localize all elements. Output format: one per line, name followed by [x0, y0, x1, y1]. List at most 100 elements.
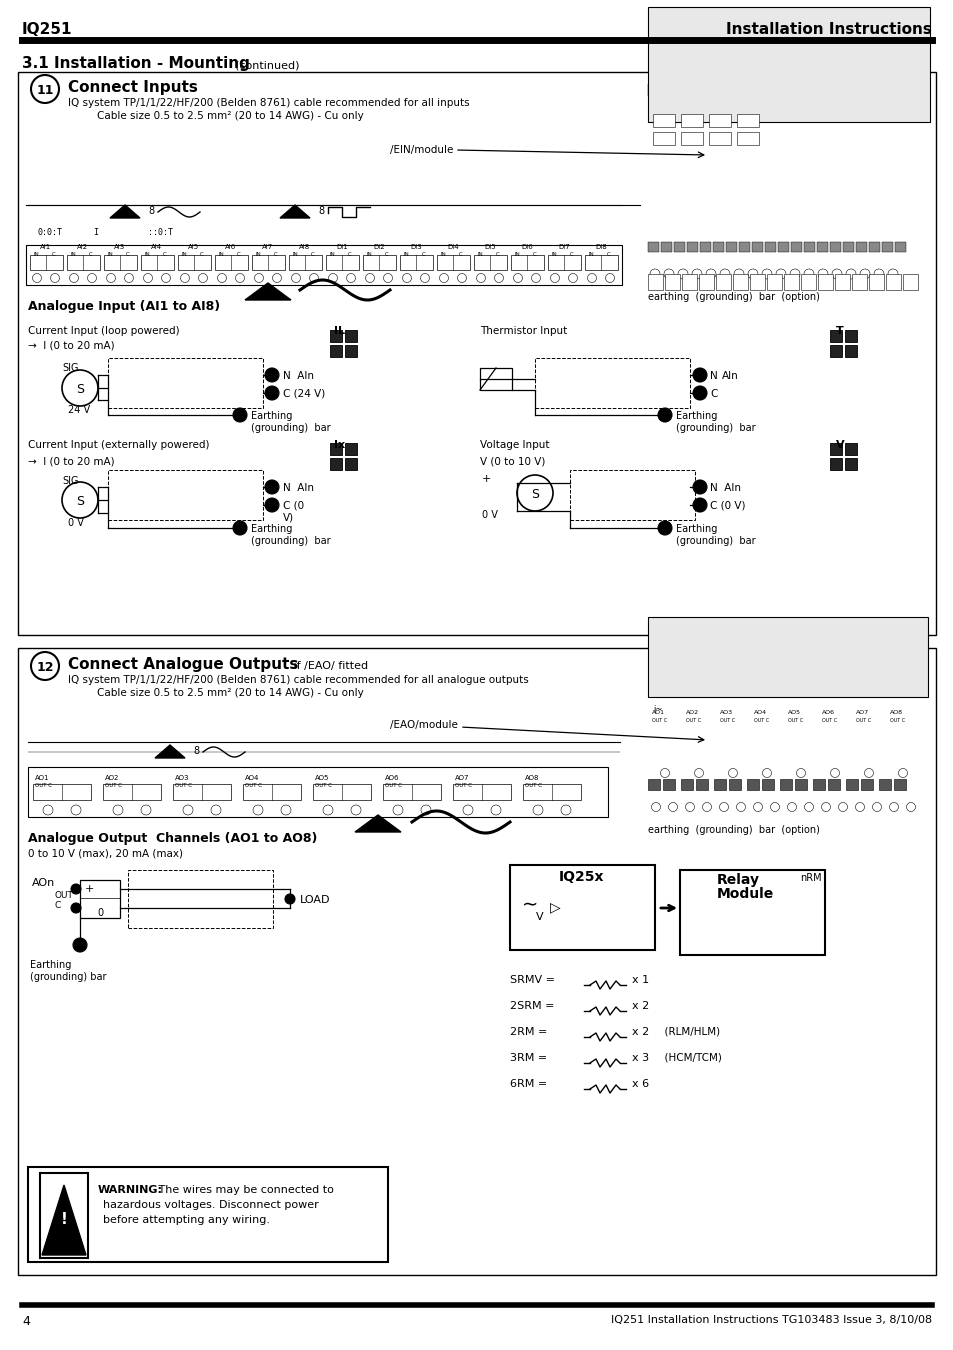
- Text: DI2: DI2: [373, 244, 384, 250]
- Text: AOn: AOn: [32, 878, 55, 888]
- Bar: [812, 657, 824, 670]
- Bar: [647, 657, 659, 670]
- Text: Cable size 0.5 to 2.5 mm² (20 to 14 AWG) - Cu only: Cable size 0.5 to 2.5 mm² (20 to 14 AWG)…: [97, 111, 363, 122]
- Bar: [30, 255, 63, 270]
- Circle shape: [568, 274, 577, 282]
- Text: x 3: x 3: [631, 1053, 648, 1062]
- Bar: [655, 84, 660, 96]
- Circle shape: [872, 680, 881, 690]
- Circle shape: [235, 274, 244, 282]
- Bar: [128, 869, 273, 927]
- Text: N  AIn: N AIn: [709, 483, 740, 493]
- Text: 3.1 Installation - Mounting: 3.1 Installation - Mounting: [22, 55, 250, 72]
- Bar: [893, 779, 905, 790]
- Bar: [746, 657, 759, 670]
- Text: OUT C: OUT C: [245, 783, 262, 788]
- Text: AO7: AO7: [855, 710, 868, 716]
- Text: IN: IN: [292, 252, 297, 256]
- Text: DI8: DI8: [595, 244, 606, 250]
- Bar: [511, 255, 543, 270]
- Circle shape: [62, 482, 98, 518]
- Bar: [780, 779, 791, 790]
- Text: C (0 V): C (0 V): [709, 501, 744, 512]
- Circle shape: [888, 802, 898, 811]
- Bar: [893, 657, 905, 670]
- Circle shape: [88, 274, 96, 282]
- Text: IN: IN: [144, 252, 150, 256]
- Circle shape: [786, 680, 796, 690]
- Text: The wires may be connected to: The wires may be connected to: [154, 1185, 334, 1195]
- Circle shape: [125, 274, 133, 282]
- Bar: [699, 274, 713, 290]
- Text: nRM: nRM: [800, 873, 821, 883]
- Bar: [453, 784, 511, 801]
- Bar: [289, 255, 322, 270]
- Text: Relay: Relay: [717, 873, 760, 887]
- Bar: [345, 458, 356, 470]
- Text: DI6: DI6: [520, 244, 533, 250]
- Bar: [330, 458, 341, 470]
- Text: C: C: [348, 252, 352, 256]
- Text: C (24 V): C (24 V): [283, 389, 325, 400]
- Bar: [569, 470, 695, 520]
- Text: AO2: AO2: [685, 710, 699, 716]
- Text: x 6: x 6: [631, 1079, 648, 1089]
- Circle shape: [838, 680, 846, 690]
- Bar: [882, 242, 892, 252]
- Bar: [878, 779, 890, 790]
- Bar: [664, 274, 679, 290]
- Text: AO2: AO2: [105, 775, 119, 782]
- Circle shape: [281, 805, 291, 815]
- Bar: [737, 132, 759, 144]
- Bar: [326, 255, 358, 270]
- Text: C: C: [52, 252, 56, 256]
- Circle shape: [685, 802, 694, 811]
- Bar: [479, 369, 512, 390]
- Text: IN: IN: [107, 252, 112, 256]
- Bar: [722, 84, 728, 96]
- Text: /EAO/module: /EAO/module: [390, 720, 457, 730]
- Circle shape: [183, 805, 193, 815]
- Circle shape: [649, 269, 659, 279]
- Bar: [647, 779, 659, 790]
- Bar: [707, 84, 713, 96]
- Circle shape: [254, 274, 263, 282]
- Text: 3RM =: 3RM =: [510, 1053, 550, 1062]
- Bar: [330, 346, 341, 356]
- Circle shape: [323, 805, 333, 815]
- Text: earthing  (grounding)  bar  (option): earthing (grounding) bar (option): [647, 825, 819, 836]
- Text: T: T: [835, 325, 843, 336]
- Circle shape: [663, 269, 673, 279]
- Bar: [728, 779, 740, 790]
- Circle shape: [803, 802, 813, 811]
- Bar: [895, 84, 901, 96]
- Bar: [647, 84, 654, 96]
- Text: C: C: [163, 252, 167, 256]
- Text: C: C: [421, 252, 425, 256]
- Circle shape: [73, 938, 87, 952]
- Text: AO1: AO1: [651, 710, 664, 716]
- Text: AO3: AO3: [720, 710, 732, 716]
- Bar: [662, 657, 675, 670]
- Text: /EIN/module: /EIN/module: [390, 144, 453, 155]
- Text: C: C: [55, 900, 61, 910]
- Circle shape: [872, 802, 881, 811]
- Text: +: +: [85, 884, 94, 894]
- Bar: [681, 274, 697, 290]
- Bar: [330, 329, 341, 342]
- Text: IL: IL: [335, 325, 345, 336]
- Text: IN: IN: [329, 252, 335, 256]
- Text: I: I: [92, 228, 98, 238]
- Bar: [214, 255, 248, 270]
- Circle shape: [855, 680, 863, 690]
- Bar: [749, 274, 764, 290]
- Bar: [845, 779, 857, 790]
- Circle shape: [803, 680, 813, 690]
- Bar: [782, 84, 788, 96]
- Circle shape: [714, 107, 722, 113]
- Bar: [829, 242, 841, 252]
- Bar: [783, 274, 799, 290]
- Circle shape: [719, 802, 728, 811]
- Circle shape: [720, 269, 729, 279]
- Circle shape: [605, 274, 614, 282]
